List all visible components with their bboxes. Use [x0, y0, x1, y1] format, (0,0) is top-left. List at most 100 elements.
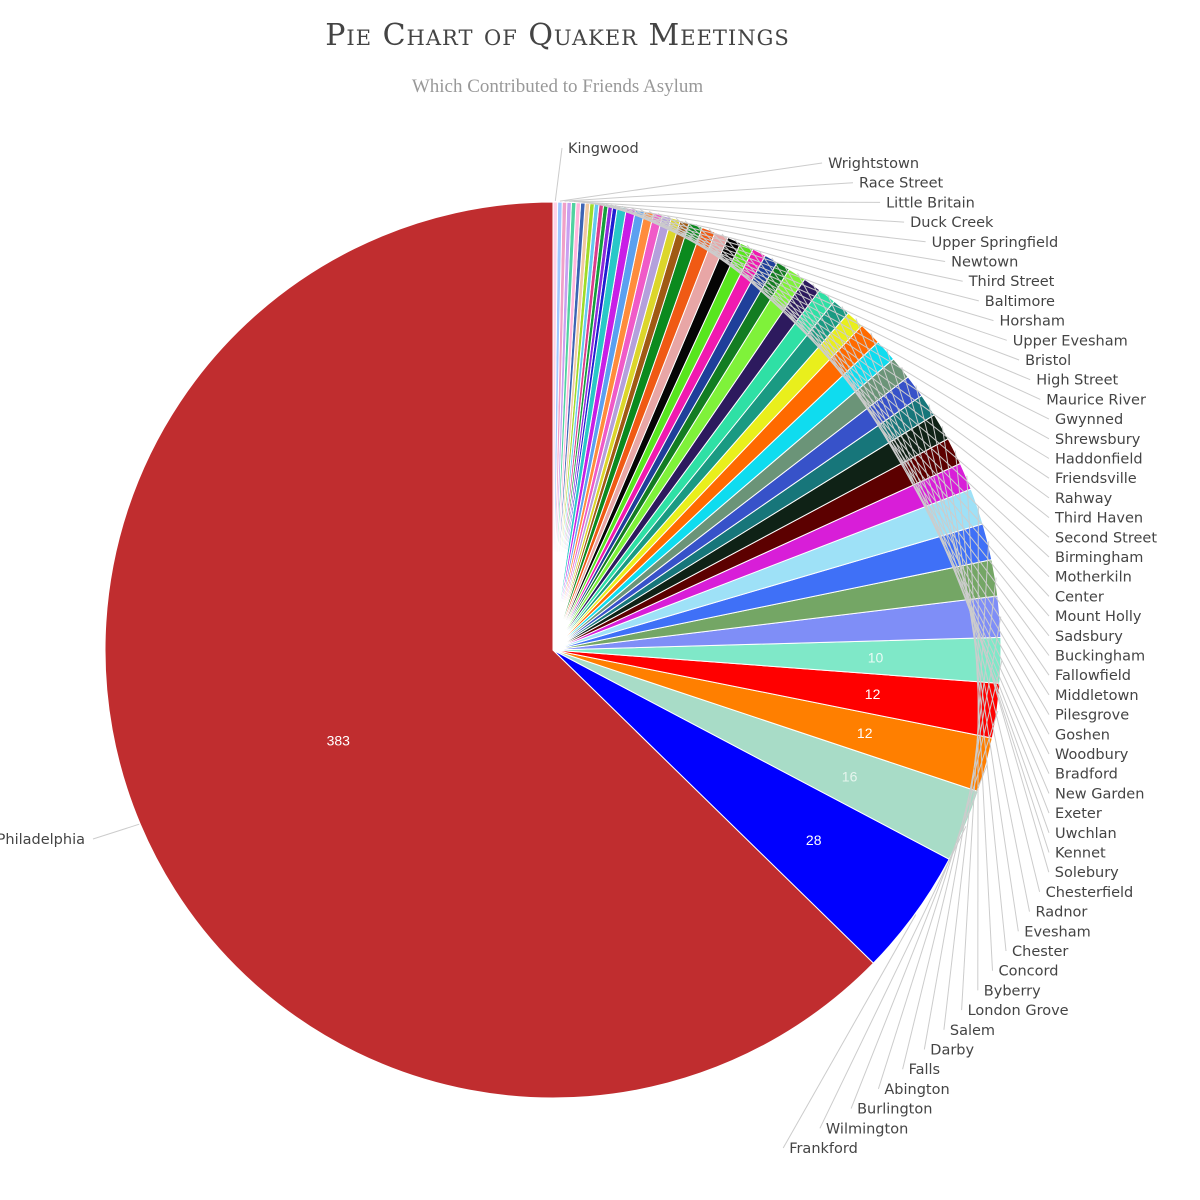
slice-label-motherkiln: Motherkiln [1055, 570, 1132, 586]
slice-philadelphia[interactable] [104, 201, 875, 1099]
leader-line-gwynned [621, 205, 1050, 420]
leader-line-race-street [564, 182, 854, 202]
slice-label-new-garden: New Garden [1055, 786, 1144, 802]
slice-label-gwynned: Gwynned [1055, 412, 1123, 428]
leader-line-chesterfield [915, 385, 1041, 893]
leader-line-mount-holly [721, 233, 1050, 617]
leader-line-baltimore [592, 202, 979, 302]
slice-label-shrewsbury: Shrewsbury [1055, 432, 1141, 448]
leader-line-newtown [582, 201, 946, 262]
leader-line-salem [943, 577, 997, 1030]
slice-label-buckingham: Buckingham [1055, 649, 1145, 665]
value-label-falls: 10 [868, 650, 884, 666]
leader-line-falls [902, 660, 1003, 1070]
slice-label-upper-evesham: Upper Evesham [1013, 333, 1128, 349]
slice-label-evesham: Evesham [1024, 924, 1090, 940]
leader-line-center [708, 228, 1050, 597]
leader-line-wilmington [819, 826, 967, 1129]
slice-label-baltimore: Baltimore [985, 294, 1055, 310]
slice-label-bristol: Bristol [1025, 353, 1071, 369]
slice-label-kingwood: Kingwood [568, 141, 639, 157]
slice-label-solebury: Solebury [1055, 865, 1119, 881]
leader-line-bristol [605, 203, 1020, 361]
leader-line-evesham [941, 426, 1019, 932]
slice-label-duck-creek: Duck Creek [910, 215, 994, 231]
leader-line-byberry [977, 505, 979, 991]
slice-label-newtown: Newtown [951, 255, 1018, 271]
slice-label-abington: Abington [884, 1082, 949, 1098]
slice-label-third-street: Third Street [968, 274, 1055, 290]
value-labels: 383 28 16 12 12 10 [327, 650, 884, 849]
leader-line-sadsbury [734, 239, 1050, 637]
slice-label-rahway: Rahway [1055, 491, 1113, 507]
value-label-frankford: 28 [806, 832, 822, 848]
slice-label-darby: Darby [930, 1043, 974, 1059]
leader-line-horsham [596, 202, 994, 322]
slice-label-third-haven: Third Haven [1054, 511, 1143, 527]
leader-line-goshen [797, 273, 1050, 735]
leader-line-buckingham [746, 244, 1050, 656]
slice-label-mount-holly: Mount Holly [1055, 609, 1142, 625]
slice-label-wilmington: Wilmington [826, 1121, 908, 1137]
slice-label-kennet: Kennet [1055, 846, 1106, 862]
leader-lines [92, 147, 1050, 1149]
leader-line-middletown [771, 257, 1050, 696]
leader-line-motherkiln [695, 224, 1050, 578]
slice-label-chesterfield: Chesterfield [1046, 885, 1134, 901]
slice-label-uwchlan: Uwchlan [1055, 826, 1117, 842]
leader-line-shrewsbury [630, 207, 1050, 440]
slice-label-woodbury: Woodbury [1055, 747, 1129, 763]
leader-line-kennet [886, 349, 1050, 853]
slice-label-pilesgrove: Pilesgrove [1055, 708, 1129, 724]
leader-line-little-britain [569, 200, 881, 203]
slice-label-upper-springfield: Upper Springfield [932, 235, 1059, 251]
slice-label-philadelphia: Philadelphia [0, 832, 85, 848]
leader-line-chester [954, 450, 1007, 952]
slice-label-salem: Salem [950, 1023, 995, 1039]
leader-line-wrightstown [559, 162, 823, 202]
value-label-abington: 12 [865, 686, 881, 702]
leader-line-upper-springfield [578, 201, 926, 243]
leader-line-maurice-river [614, 204, 1041, 400]
leader-line-concord [966, 475, 993, 971]
slice-label-little-britain: Little Britain [886, 195, 975, 211]
value-label-burlington: 12 [857, 725, 873, 741]
value-label-philadelphia: 383 [327, 732, 351, 748]
leader-line-frankford [782, 914, 917, 1149]
slice-label-horsham: Horsham [1000, 314, 1066, 330]
pie-slices [104, 201, 1002, 1099]
slice-label-sadsbury: Sadsbury [1055, 629, 1123, 645]
leader-line-london-grove [961, 541, 990, 1011]
slice-label-goshen: Goshen [1055, 727, 1110, 743]
slice-label-fallowfield: Fallowfield [1055, 668, 1131, 684]
slice-label-haddonfield: Haddonfield [1055, 452, 1143, 468]
chart-title: Pie Chart of Quaker Meetings [325, 18, 790, 53]
value-label-wilmington: 16 [842, 769, 858, 785]
slice-label-bradford: Bradford [1055, 767, 1118, 783]
leader-line-upper-evesham [601, 203, 1007, 341]
leader-line-high-street [610, 204, 1031, 381]
slice-label-wrightstown: Wrightstown [828, 156, 919, 172]
slice-label-concord: Concord [999, 964, 1059, 980]
slice-label-middletown: Middletown [1055, 688, 1139, 704]
slice-label-chester: Chester [1012, 944, 1068, 960]
slice-label-burlington: Burlington [857, 1102, 932, 1118]
slice-label-second-street: Second Street [1055, 530, 1157, 546]
slice-labels: Philadelphia Frankford Wilmington Burlingto… [0, 141, 1157, 1157]
slice-label-maurice-river: Maurice River [1046, 392, 1146, 408]
slice-label-falls: Falls [909, 1062, 941, 1078]
slice-label-center: Center [1055, 589, 1104, 605]
slice-label-frankford: Frankford [789, 1141, 858, 1157]
slice-label-london-grove: London Grove [968, 1003, 1069, 1019]
slice-label-friendsville: Friendsville [1055, 471, 1137, 487]
slice-label-byberry: Byberry [984, 983, 1041, 999]
slice-kingwood[interactable] [552, 201, 559, 651]
leader-line-radnor [928, 404, 1030, 912]
slice-label-radnor: Radnor [1036, 905, 1088, 921]
leader-line-kingwood [554, 147, 563, 202]
slice-label-birmingham: Birmingham [1055, 550, 1143, 566]
slice-label-exeter: Exeter [1055, 806, 1102, 822]
leader-line-darby [923, 616, 1002, 1050]
chart-subtitle: Which Contributed to Friends Asylum [411, 76, 704, 97]
